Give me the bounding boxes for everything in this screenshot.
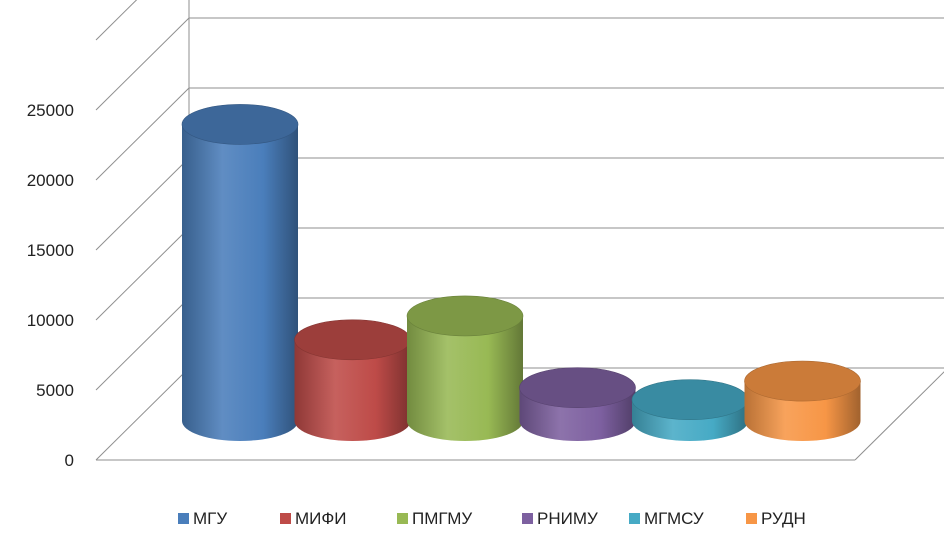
bar-body	[182, 124, 298, 441]
gridline-side	[95, 87, 190, 181]
bar-РНИМУ	[519, 367, 636, 442]
y-tick-label: 5000	[36, 381, 74, 400]
y-axis-ticks: 0 5000 10000 15000 20000 25000	[27, 101, 74, 470]
legend-label: МГУ	[193, 509, 227, 528]
bar-ПМГМУ	[406, 295, 524, 441]
legend-item: МИФИ	[280, 509, 347, 528]
gridline-side	[95, 297, 190, 391]
bar-top	[181, 104, 299, 145]
legend-swatch	[178, 513, 189, 524]
gridline-side	[95, 0, 138, 41]
legend-label: РУДН	[761, 509, 806, 528]
y-tick-label: 25000	[27, 101, 74, 120]
legend-label: ПМГМУ	[412, 509, 472, 528]
legend: МГУ МИФИ ПМГМУ РНИМУ МГМСУ РУДН	[178, 509, 806, 528]
legend-item: ПМГМУ	[397, 509, 472, 528]
y-tick-label: 15000	[27, 241, 74, 260]
bar-РУДН	[744, 360, 861, 442]
gridline-side	[95, 157, 190, 251]
legend-item: МГУ	[178, 509, 227, 528]
gridline-side	[95, 227, 190, 321]
bars	[181, 104, 861, 442]
legend-item: РУДН	[746, 509, 806, 528]
legend-label: МГМСУ	[644, 509, 704, 528]
gridline-side	[95, 367, 190, 461]
bar-top	[519, 367, 636, 409]
bar-МГУ	[181, 104, 299, 441]
legend-swatch	[397, 513, 408, 524]
legend-swatch	[522, 513, 533, 524]
floor-right-edge	[854, 371, 944, 461]
legend-item: МГМСУ	[629, 509, 704, 528]
legend-label: РНИМУ	[537, 509, 598, 528]
y-tick-label: 20000	[27, 171, 74, 190]
legend-item: РНИМУ	[522, 509, 598, 528]
bar-top	[631, 379, 749, 421]
bar-top	[406, 295, 524, 337]
gridline-side	[95, 17, 190, 111]
y-tick-label: 10000	[27, 311, 74, 330]
bar-МГМСУ	[631, 379, 749, 441]
bar-body	[294, 339, 411, 442]
bar-МИФИ	[294, 319, 411, 442]
bar-top	[294, 319, 411, 361]
legend-swatch	[280, 513, 291, 524]
legend-swatch	[746, 513, 757, 524]
bar-body	[407, 315, 523, 441]
bar-top	[744, 360, 861, 402]
y-tick-label: 0	[65, 451, 74, 470]
legend-swatch	[629, 513, 640, 524]
legend-label: МИФИ	[295, 509, 347, 528]
